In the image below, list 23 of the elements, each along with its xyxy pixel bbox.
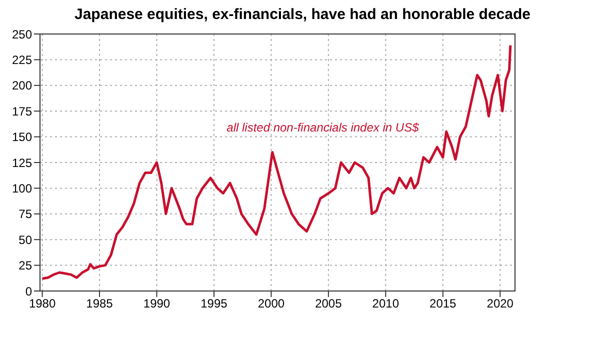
- line-series: [41, 44, 512, 280]
- y-tick-label: 25: [18, 258, 32, 273]
- x-tick-label: 2015: [430, 296, 457, 311]
- x-tick-label: 1995: [200, 296, 228, 311]
- y-tick-label: 150: [12, 130, 32, 144]
- x-tick-label: 2000: [258, 296, 285, 311]
- chart-title: Japanese equities, ex-financials, have had an honorable decade: [74, 6, 532, 23]
- x-tick-label: 2020: [486, 296, 514, 311]
- y-tick-label: 125: [12, 156, 32, 170]
- y-tick-label: 75: [18, 207, 32, 222]
- y-tick-label: 0: [25, 284, 32, 298]
- x-tick-label: 2005: [315, 296, 342, 311]
- series-label: all listed non-financials index in US$: [226, 120, 420, 135]
- y-tick-label: 175: [12, 104, 32, 118]
- x-tick-label: 1990: [143, 296, 170, 311]
- y-tick-label: 100: [12, 181, 32, 196]
- x-tick-label: 1980: [28, 296, 56, 311]
- x-tick-label: 2010: [372, 296, 400, 311]
- y-tick-label: 250: [12, 27, 32, 42]
- x-tick-label: 1985: [86, 296, 114, 311]
- y-tick-label: 50: [18, 232, 32, 247]
- y-tick-label: 225: [12, 52, 32, 67]
- y-tick-label: 200: [12, 78, 32, 93]
